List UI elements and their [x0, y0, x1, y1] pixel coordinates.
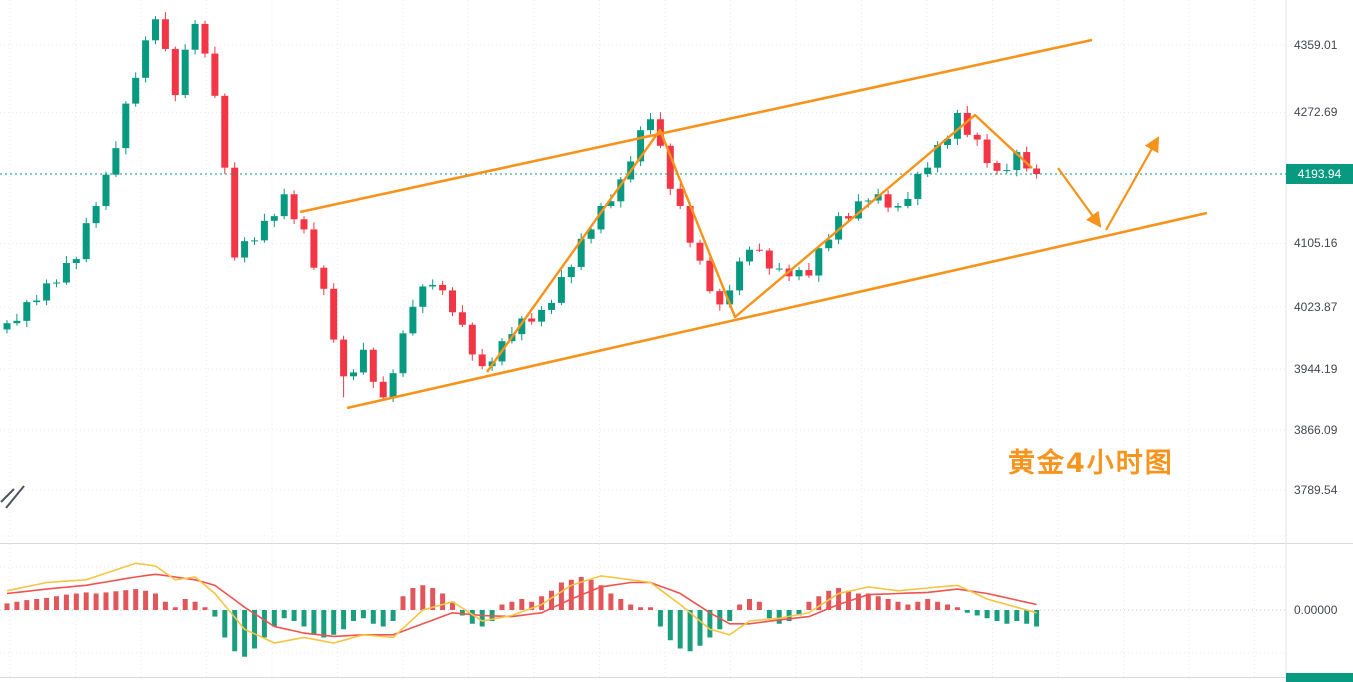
macd-histogram: [4, 577, 1040, 657]
current-price-badge: 4193.94: [1286, 163, 1353, 184]
macd-dif-line: [6, 562, 1037, 644]
price-axis-label: 3866.09: [1294, 423, 1338, 438]
price-axis-label: 4105.16: [1294, 236, 1338, 251]
chart-watermark: 黄金4小时图: [1008, 448, 1174, 479]
macd-zero-label: 0.00000: [1294, 603, 1338, 617]
projection-arrow-up[interactable]: [1105, 136, 1160, 231]
projection-arrow-down[interactable]: [1057, 167, 1102, 228]
current-price-value: 4193.94: [1297, 166, 1342, 181]
price-axis-label: 4023.87: [1294, 299, 1338, 314]
trend-channel-upper-line[interactable]: [299, 38, 1093, 214]
grid: [0, 0, 1286, 677]
wave-zigzag-line[interactable]: [486, 113, 1033, 373]
price-axis-label: 4272.69: [1294, 105, 1338, 120]
macd-dea-line: [6, 573, 1037, 638]
macd-bottom-badge-partial: [1286, 673, 1353, 682]
price-axis-label: 3944.19: [1294, 362, 1338, 377]
price-axis-label: 3789.54: [1294, 483, 1338, 497]
trend-channel-lower-line[interactable]: [346, 211, 1208, 410]
price-axis-label: 4359.01: [1294, 38, 1338, 52]
candles: [3, 12, 1041, 403]
drawing-tool-cursor-icon[interactable]: [0, 482, 26, 520]
